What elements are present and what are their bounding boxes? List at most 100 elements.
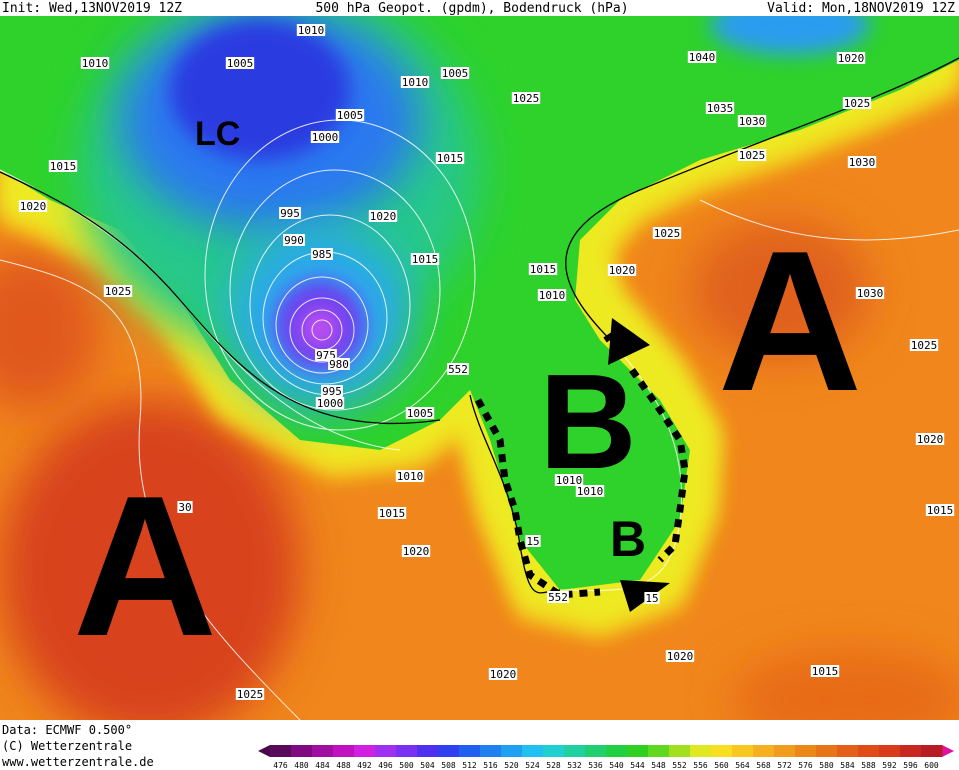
colorbar-label: 584: [840, 761, 855, 770]
colorbar-label: 536: [588, 761, 603, 770]
isobar-label: 15: [645, 592, 658, 605]
label-box: [328, 358, 350, 370]
colorbar-label: 504: [420, 761, 435, 770]
valid-time: Valid: Mon,18NOV2019 12Z: [767, 1, 955, 16]
isobar-label: 1030: [857, 287, 884, 300]
isobar-label: 1020: [917, 433, 944, 446]
isobar-label: 1025: [237, 688, 264, 701]
isobar-label: 1030: [739, 115, 766, 128]
label-box: [488, 668, 518, 680]
label-box: [842, 97, 872, 109]
colorbar-swatch: [501, 745, 523, 757]
colorbar-swatch: [417, 745, 439, 757]
init-time: Init: Wed,13NOV2019 12Z: [2, 1, 182, 16]
label-box: [737, 115, 767, 127]
label-box: [547, 591, 569, 603]
isobar-label: 1020: [370, 210, 397, 223]
isobar-label: 995: [280, 207, 300, 220]
colorbar-swatch: [858, 745, 880, 757]
label-box: [528, 263, 558, 275]
colorbar-label: 548: [651, 761, 666, 770]
isobar-label: 1015: [50, 160, 77, 173]
colorbar-swatch: [900, 745, 922, 757]
label-box: [103, 285, 133, 297]
isobar-label: 1025: [844, 97, 871, 110]
colorbar-label: 600: [924, 761, 939, 770]
label-box: [368, 210, 398, 222]
label-box: [909, 339, 939, 351]
colorbar-label: 492: [357, 761, 372, 770]
isobar-label: 1010: [556, 474, 583, 487]
colorbar-label: 488: [336, 761, 351, 770]
isobar-label: 1030: [849, 156, 876, 169]
label-box: [511, 92, 541, 104]
isobar-label: 30: [178, 501, 191, 514]
colorbar-swatch: [711, 745, 733, 757]
isobar-label: 1010: [539, 289, 566, 302]
label-box: [405, 407, 435, 419]
colorbar-label: 588: [861, 761, 876, 770]
colorbar-label: 528: [546, 761, 561, 770]
colorbar-label: 496: [378, 761, 393, 770]
colorbar-swatch: [648, 745, 670, 757]
colorbar-swatch: [438, 745, 460, 757]
colorbar-label: 480: [294, 761, 309, 770]
colorbar-swatch: [732, 745, 754, 757]
isobar-label: 1015: [812, 665, 839, 678]
isobar-label: 980: [329, 358, 349, 371]
label-box: [283, 234, 305, 246]
colorbar-label: 520: [504, 761, 519, 770]
low-center-label: LC: [195, 115, 240, 153]
isobar-label: 1010: [82, 57, 109, 70]
copyright: (C) Wetterzentrale: [2, 739, 132, 753]
high-label: A: [73, 455, 217, 678]
isobar-label: 1020: [609, 264, 636, 277]
label-box: [644, 592, 660, 604]
label-box: [855, 287, 885, 299]
isobar-label: 1010: [577, 485, 604, 498]
colorbar-label: 568: [756, 761, 771, 770]
isobar-label: 1020: [490, 668, 517, 681]
label-box: [440, 67, 470, 79]
colorbar-swatch: [564, 745, 586, 757]
isobar-label: 1010: [298, 24, 325, 37]
isobar-label: 1005: [227, 57, 254, 70]
map-field: [0, 16, 959, 720]
label-box: [915, 433, 945, 445]
colorbar-label: 532: [567, 761, 582, 770]
isobar-label: 1015: [530, 263, 557, 276]
isobar-label: 1040: [689, 51, 716, 64]
label-box: [400, 76, 430, 88]
colorbar-swatch: [375, 745, 397, 757]
isobar-label: 1015: [412, 253, 439, 266]
colorbar: 476 480 484 488 492 496 500 504 508 512 516 520 524 5…: [258, 745, 954, 770]
colorbar-swatch: [522, 745, 544, 757]
isobar-label: 1025: [513, 92, 540, 105]
label-box: [296, 24, 326, 36]
isobar-label: 15: [526, 535, 539, 548]
colorbar-label: 592: [882, 761, 897, 770]
colorbar-label: 596: [903, 761, 918, 770]
isobar-label: 1035: [707, 102, 734, 115]
isobar-label: 1025: [739, 149, 766, 162]
isobar-label: 995: [322, 385, 342, 398]
isobar-label: 1020: [403, 545, 430, 558]
low-label: B: [610, 511, 646, 567]
label-box: [447, 363, 469, 375]
label-box: [235, 688, 265, 700]
data-source: Data: ECMWF 0.500°: [2, 723, 132, 737]
label-box: [311, 248, 333, 260]
colorbar-label: 552: [672, 761, 687, 770]
label-box: [652, 227, 682, 239]
label-box: [279, 207, 301, 219]
colorbar-swatch: [459, 745, 481, 757]
colorbar-swatch: [333, 745, 355, 757]
label-box: [321, 385, 343, 397]
label-box: [335, 109, 365, 121]
colorbar-swatch: [921, 745, 943, 757]
low-label: B: [539, 346, 637, 497]
colorbar-swatch: [585, 745, 607, 757]
colorbar-label: 572: [777, 761, 792, 770]
colorbar-label: 484: [315, 761, 330, 770]
colorbar-label: 556: [693, 761, 708, 770]
